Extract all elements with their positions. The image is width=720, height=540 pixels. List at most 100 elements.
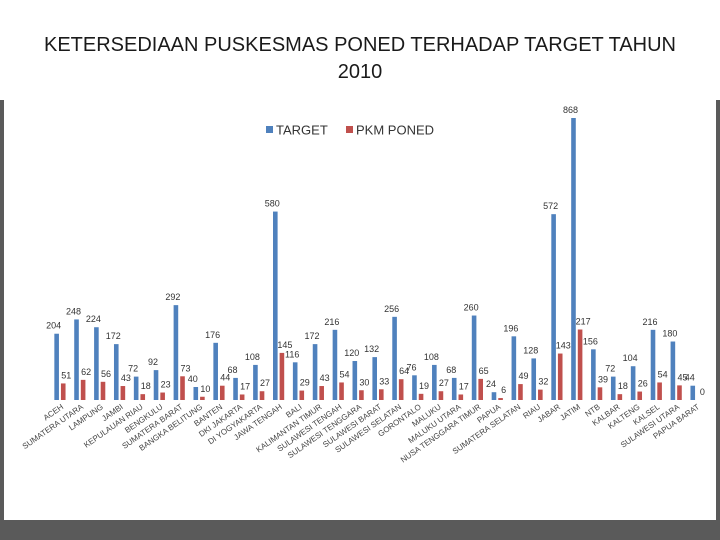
bar <box>312 344 318 400</box>
bar <box>219 385 225 400</box>
bar <box>471 315 477 400</box>
value-label: 18 <box>618 381 628 391</box>
x-tick-label: JATIM <box>558 402 582 422</box>
bar <box>259 391 265 400</box>
bar <box>239 394 245 400</box>
bar <box>438 391 444 400</box>
value-label: 204 <box>46 321 61 331</box>
bar <box>332 329 338 400</box>
bar <box>511 336 517 400</box>
bar <box>80 379 86 400</box>
value-label: 572 <box>543 201 558 211</box>
bar <box>637 391 643 400</box>
bar <box>213 342 218 400</box>
value-label: 580 <box>265 199 280 209</box>
value-label: 6 <box>501 385 506 395</box>
bar <box>133 376 139 400</box>
value-label: 49 <box>518 371 528 381</box>
chart-title: KETERSEDIAAN PUSKESMAS PONED TERHADAP TA… <box>43 34 676 83</box>
value-label: 17 <box>459 381 469 391</box>
value-label: 45 <box>677 372 687 382</box>
bar <box>610 376 616 400</box>
bar <box>630 366 636 400</box>
bar <box>379 389 384 400</box>
bar <box>253 364 258 400</box>
bar <box>398 379 404 400</box>
value-label: 65 <box>479 366 489 376</box>
value-label: 40 <box>188 374 198 384</box>
value-label: 44 <box>220 373 230 383</box>
value-label: 217 <box>576 317 591 327</box>
bar <box>273 211 278 400</box>
bar <box>94 327 99 400</box>
value-label: 18 <box>141 381 151 391</box>
bar <box>538 389 543 400</box>
value-label: 260 <box>464 303 479 313</box>
bar <box>571 118 576 400</box>
bar <box>677 385 682 400</box>
value-label: 196 <box>503 323 518 333</box>
value-label: 23 <box>161 380 171 390</box>
value-label: 43 <box>320 373 330 383</box>
value-label: 224 <box>86 314 101 324</box>
value-label: 54 <box>340 369 350 379</box>
value-label: 72 <box>128 364 138 374</box>
legend-swatch <box>266 126 273 133</box>
bar <box>120 386 126 400</box>
chart-panel: TARGET PKM PONED 204 51 ACEH 248 62 SUMATERA UT… <box>4 100 716 520</box>
bar <box>113 344 119 400</box>
bar <box>657 382 662 400</box>
value-label: 92 <box>148 357 158 367</box>
bar <box>339 382 344 400</box>
bar <box>412 375 417 400</box>
bar <box>100 381 106 400</box>
value-label: 128 <box>523 345 538 355</box>
value-label: 292 <box>165 292 180 302</box>
value-label: 216 <box>642 317 657 327</box>
bar <box>279 352 285 400</box>
bar <box>478 378 483 400</box>
value-label: 172 <box>106 331 121 341</box>
value-label: 24 <box>486 379 496 389</box>
bar <box>577 329 583 400</box>
value-label: 62 <box>81 367 91 377</box>
bar <box>292 362 298 400</box>
legend-swatch <box>346 126 353 133</box>
legend-label: PKM PONED <box>356 122 434 137</box>
bar <box>352 361 358 400</box>
bar <box>193 387 199 400</box>
value-label: 143 <box>556 341 571 351</box>
value-label: 108 <box>245 352 260 362</box>
bar <box>60 383 66 400</box>
x-tick-label: JABAR <box>536 402 562 424</box>
legend-label: TARGET <box>276 122 328 137</box>
value-label: 156 <box>583 336 598 346</box>
value-label: 33 <box>379 376 389 386</box>
bar <box>690 385 696 400</box>
bar <box>74 319 79 400</box>
bar <box>591 349 596 400</box>
bar <box>200 396 205 400</box>
bar <box>418 393 424 400</box>
value-label: 248 <box>66 306 81 316</box>
value-label: 30 <box>359 377 369 387</box>
bar <box>54 333 59 400</box>
value-label: 68 <box>228 365 238 375</box>
value-label: 27 <box>439 378 449 388</box>
bar <box>432 364 437 400</box>
value-label: 108 <box>424 352 439 362</box>
value-label: 256 <box>384 304 399 314</box>
bar <box>597 387 603 400</box>
value-label: 54 <box>658 369 668 379</box>
value-label: 51 <box>61 370 71 380</box>
value-label: 145 <box>277 340 292 350</box>
value-label: 172 <box>305 331 320 341</box>
value-label: 68 <box>446 365 456 375</box>
bar <box>650 329 656 400</box>
value-label: 120 <box>344 348 359 358</box>
value-label: 39 <box>598 374 608 384</box>
value-label: 180 <box>662 329 677 339</box>
bar <box>392 316 397 400</box>
bar <box>451 377 457 400</box>
